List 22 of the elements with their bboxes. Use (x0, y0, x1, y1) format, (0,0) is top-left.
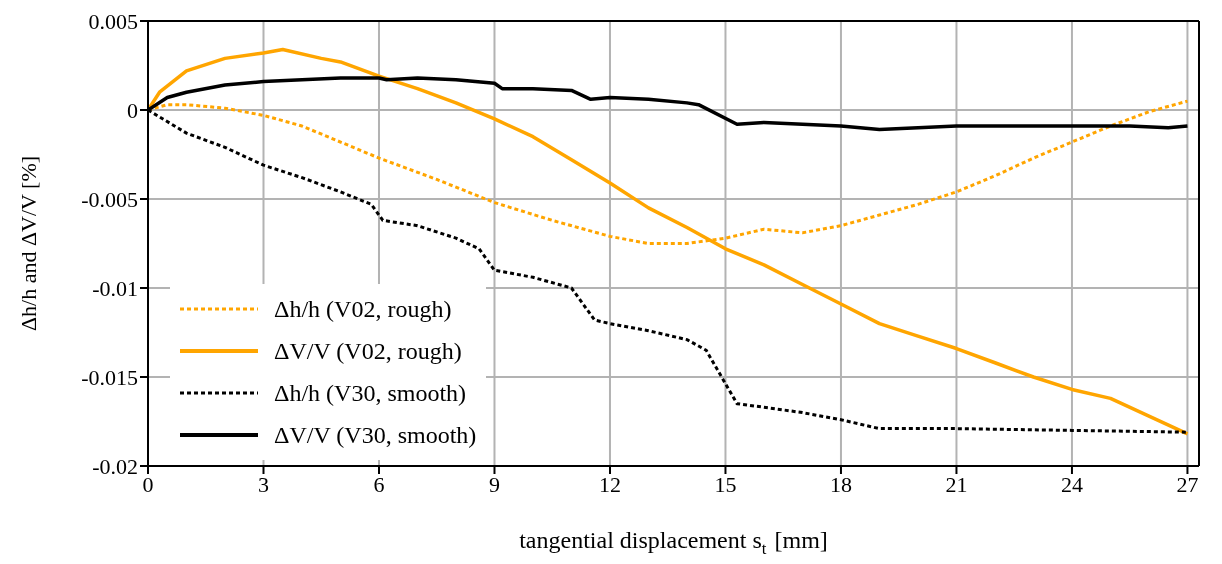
y-tick-label: 0.005 (88, 8, 138, 34)
x-tick-label: 21 (945, 471, 968, 497)
y-tick-label: 0 (127, 97, 138, 123)
y-tick-label: -0.01 (92, 275, 138, 301)
x-tick-label: 18 (829, 471, 852, 497)
x-tick-label: 3 (257, 471, 269, 497)
legend-label: ΔV/V (V30, smooth) (274, 421, 477, 450)
legend-label: ΔV/V (V02, rough) (274, 337, 462, 366)
legend-label: Δh/h (V30, smooth) (274, 379, 467, 408)
x-tick-label: 0 (142, 471, 154, 497)
y-tick-label: -0.015 (81, 364, 138, 390)
x-tick-label: 6 (373, 471, 385, 497)
x-tick-label: 27 (1176, 471, 1199, 497)
x-tick-label: 12 (598, 471, 621, 497)
x-axis-title: tangential displacement s$_{t}$ [mm] (519, 527, 828, 558)
x-tick-label: 15 (714, 471, 737, 497)
legend-label: Δh/h (V02, rough) (274, 295, 452, 324)
y-tick-label: -0.005 (81, 186, 138, 212)
x-tick-label: 9 (488, 471, 500, 497)
y-axis-title: Δh/h and ΔV/V [%] (15, 155, 41, 332)
y-tick-label: -0.02 (92, 453, 138, 479)
x-tick-label: 24 (1060, 471, 1083, 497)
